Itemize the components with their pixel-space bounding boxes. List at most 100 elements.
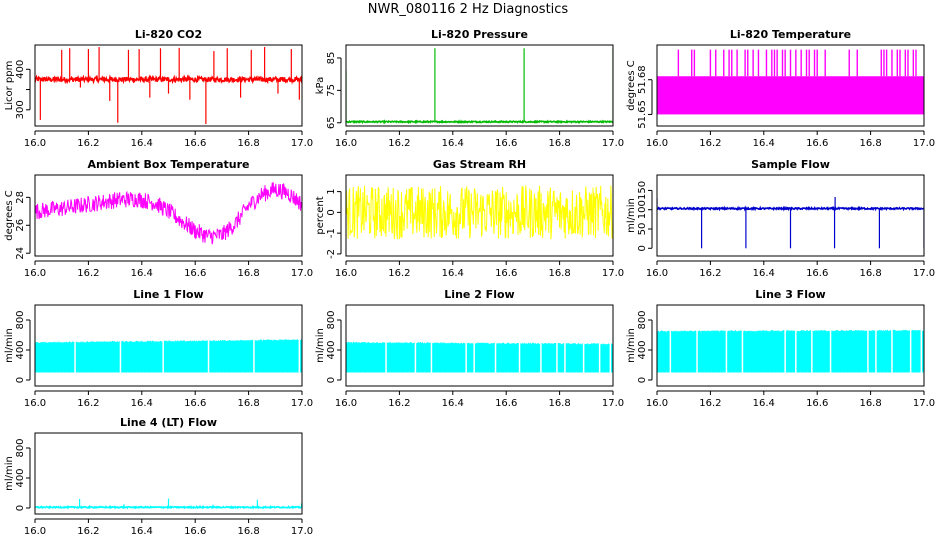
x-tick-label: 16.2: [77, 268, 99, 279]
y-tick-label: 400: [326, 340, 337, 359]
x-tick-label: 16.8: [548, 268, 570, 279]
x-tick-label: 16.2: [699, 138, 721, 149]
x-tick-label: 16.6: [806, 398, 828, 409]
y-tick-label: 400: [15, 340, 26, 359]
y-tick-label: 24: [15, 247, 26, 260]
panel-line2-flow: Line 2 Flow ml/min 16.0 16.2 16.4 16.6 16.8 17.…: [315, 288, 624, 409]
y-axis-label: Licor ppm: [4, 61, 15, 111]
y-tick-label: 75: [326, 84, 337, 97]
x-tick-label: 16.4: [753, 398, 775, 409]
x-tick-label: 16.8: [237, 398, 259, 409]
x-tick-label: 16.2: [77, 526, 99, 537]
y-tick-label: -1: [326, 228, 337, 238]
x-tick-label: 16.8: [859, 398, 881, 409]
y-axis-label: ml/min: [626, 328, 637, 363]
panel-line3-flow: Line 3 Flow ml/min 16.0 16.2 16.4 16.6 16.8 17.…: [626, 288, 935, 409]
x-tick-label: 16.6: [806, 138, 828, 149]
x-tick-label: 16.4: [442, 138, 464, 149]
flow-trace: [657, 329, 924, 373]
x-tick-label: 16.0: [646, 398, 668, 409]
flow-trace: [346, 341, 613, 373]
x-tick-label: 16.6: [184, 138, 206, 149]
x-tick-label: 16.0: [335, 398, 357, 409]
y-tick-label: 0: [637, 245, 648, 251]
x-tick-label: 16.8: [859, 138, 881, 149]
x-tick-label: 17.0: [602, 398, 624, 409]
x-tick-label: 16.6: [184, 526, 206, 537]
plot-data: [35, 336, 302, 373]
plot-data: [346, 185, 613, 240]
panel-title: Sample Flow: [751, 158, 830, 171]
x-tick-label: 16.4: [131, 526, 153, 537]
x-tick-label: 16.6: [184, 268, 206, 279]
x-tick-label: 16.6: [184, 398, 206, 409]
y-tick-label: 0: [15, 377, 26, 383]
y-axis-label: degrees C: [626, 60, 637, 110]
y-axis-label: percent: [315, 196, 326, 234]
y-tick-label: 150: [637, 181, 648, 200]
panel-title: Line 2 Flow: [444, 288, 514, 301]
plot-frame: [34, 174, 303, 257]
y-tick-label: 800: [15, 310, 26, 329]
x-tick-label: 16.2: [388, 398, 410, 409]
y-tick-label: 0: [326, 209, 337, 215]
figure-title: NWR_080116 2 Hz Diagnostics: [367, 2, 569, 17]
x-tick-label: 16.8: [237, 526, 259, 537]
panel-title: Line 4 (LT) Flow: [120, 416, 217, 429]
y-tick-label: 1: [326, 188, 337, 194]
x-tick-label: 16.0: [335, 268, 357, 279]
y-axis-label: ml/min: [315, 328, 326, 363]
y-axis-label: ml/min: [4, 456, 15, 491]
x-tick-label: 16.4: [131, 268, 153, 279]
x-tick-label: 16.8: [548, 398, 570, 409]
y-tick-label: 28: [15, 191, 26, 204]
y-tick-label: 51.65: [637, 100, 648, 129]
y-tick-label: 800: [326, 310, 337, 329]
y-tick-label: 800: [637, 310, 648, 329]
y-tick-label: 85: [326, 52, 337, 65]
plot-data: [35, 498, 302, 510]
temperature-trace: [35, 182, 302, 245]
x-tick-label: 16.8: [859, 268, 881, 279]
plot-frame: [345, 44, 614, 127]
panel-title: Li-820 Temperature: [730, 28, 851, 41]
panel-ambient-box-temperature: Ambient Box Temperature degrees C 16.0 16.2…: [4, 158, 313, 279]
plot-frame: [656, 304, 925, 387]
panel-gas-stream-rh: Gas Stream RH percent 16.0 16.2 16.4 16.6 16.8…: [315, 158, 624, 279]
plot-frame: [656, 174, 925, 257]
y-tick-label: 26: [15, 219, 26, 232]
x-tick-label: 16.0: [24, 138, 46, 149]
x-tick-label: 16.0: [646, 268, 668, 279]
y-axis-label: ml/min: [626, 198, 637, 233]
x-tick-label: 16.8: [237, 268, 259, 279]
x-tick-label: 16.6: [495, 138, 517, 149]
x-tick-label: 17.0: [913, 398, 935, 409]
panel-title: Li-820 CO2: [135, 28, 202, 41]
panel-li820-temperature: Li-820 Temperature degrees C 16.0 16.2 16.4 1…: [626, 28, 935, 149]
panel-title: Line 1 Flow: [133, 288, 203, 301]
y-tick-label: 51.68: [637, 65, 648, 94]
x-tick-label: 17.0: [913, 138, 935, 149]
y-tick-label: 0: [326, 377, 337, 383]
panel-sample-flow: Sample Flow ml/min 16.0 16.2 16.4 16.6 16.8 17.…: [626, 158, 935, 279]
x-tick-label: 16.2: [699, 398, 721, 409]
y-tick-label: -2: [326, 249, 337, 259]
x-tick-label: 16.4: [753, 268, 775, 279]
x-tick-label: 16.2: [388, 268, 410, 279]
plot-data: [346, 341, 613, 373]
x-tick-label: 17.0: [291, 398, 313, 409]
y-tick-label: 65: [326, 116, 337, 129]
y-tick-label: 0: [637, 377, 648, 383]
x-tick-label: 16.4: [753, 138, 775, 149]
panel-line4-lt-flow: Line 4 (LT) Flow ml/min 16.0 16.2 16.4 16.6 16…: [4, 416, 313, 537]
x-tick-label: 16.0: [24, 398, 46, 409]
y-tick-label: 400: [637, 340, 648, 359]
x-tick-label: 16.0: [646, 138, 668, 149]
flow-trace: [35, 339, 302, 373]
panel-title: Li-820 Pressure: [431, 28, 528, 41]
x-tick-label: 16.4: [442, 398, 464, 409]
plot-data: [35, 182, 302, 245]
y-tick-label: 300: [15, 100, 26, 119]
x-tick-label: 16.2: [699, 268, 721, 279]
